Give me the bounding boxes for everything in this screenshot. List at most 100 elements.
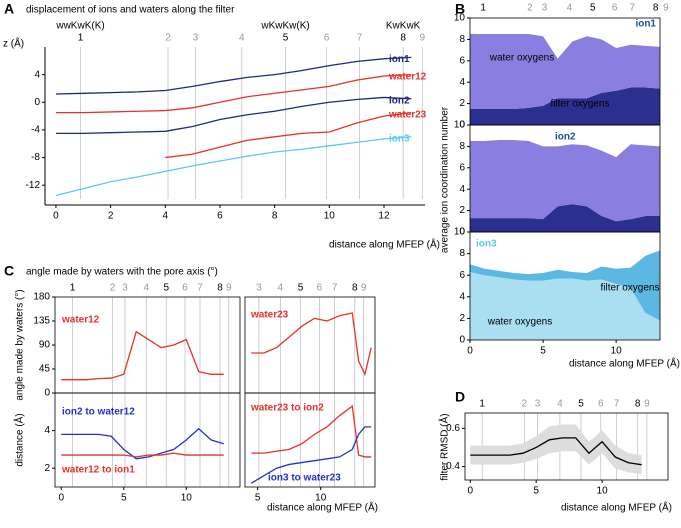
site-label: 6 [324, 33, 330, 44]
site-label: 6 [612, 3, 618, 14]
state-label: wwKwK(K) [55, 21, 104, 32]
panel-letter: A [4, 1, 14, 17]
y-tick-label: -8 [31, 152, 40, 163]
site-label: 5 [283, 33, 289, 44]
site-label: 5 [590, 3, 596, 14]
y-tick-label: 10 [454, 120, 466, 131]
ion-label: ion2 [555, 132, 576, 143]
site-label: 7 [357, 33, 363, 44]
site-label: 4 [239, 33, 245, 44]
site-label: 9 [226, 283, 232, 294]
y-tick-label: 6 [459, 162, 465, 173]
site-label: 5 [578, 399, 584, 410]
site-label: 6 [182, 283, 188, 294]
plot-frame [464, 412, 669, 481]
y-axis-label: distance (Å) [13, 413, 26, 466]
site-label: 7 [332, 283, 338, 294]
y-tick-label: -4 [31, 125, 40, 136]
series-label: water oxygens [487, 317, 552, 328]
y-axis-label: average ion coordination number [440, 106, 451, 253]
area [470, 271, 660, 340]
y-tick-label: 2 [459, 98, 465, 109]
y-tick-label: 8 [459, 34, 465, 45]
site-label: 5 [298, 283, 304, 294]
series-label: water oxygens [489, 53, 554, 64]
series-line [250, 426, 372, 484]
site-label: 4 [143, 283, 149, 294]
area [470, 87, 660, 125]
x-tick-label: 6 [217, 211, 223, 222]
x-axis-label: distance along MFEP (Å) [267, 501, 378, 514]
site-label: 3 [193, 33, 199, 44]
series-label: water23 to ion2 [250, 403, 324, 414]
x-tick-label: 0 [53, 211, 59, 222]
y-tick-label: 10 [454, 13, 466, 24]
x-tick-label: 5 [533, 486, 539, 497]
y-tick-label: 2 [44, 463, 50, 474]
x-tick-label: 10 [324, 211, 336, 222]
site-label: 8 [400, 33, 406, 44]
y-tick-label: 0 [44, 388, 50, 399]
site-label: 9 [663, 3, 669, 14]
y-axis-label: angle made by waters (°) [15, 289, 26, 400]
site-label: 9 [361, 283, 367, 294]
series-label: water23 [388, 109, 427, 120]
site-label: 5 [163, 283, 169, 294]
x-tick-label: 10 [611, 346, 623, 357]
series-line [55, 56, 412, 95]
site-label: 1 [479, 399, 485, 410]
plot-frame [469, 231, 661, 341]
x-tick-label: 10 [597, 486, 609, 497]
y-axis-label: z (Å) [3, 37, 24, 50]
y-tick-label: 10 [454, 227, 466, 238]
y-tick-label: 8 [459, 248, 465, 259]
x-axis-label: distance along MFEP (Å) [329, 238, 440, 251]
x-tick-label: 12 [378, 211, 390, 222]
series-label: water12 [388, 71, 427, 82]
site-label: 2 [522, 399, 528, 410]
series-line [55, 136, 412, 197]
site-label: 1 [70, 283, 76, 294]
site-label: 3 [542, 3, 548, 14]
x-tick-label: 2 [108, 211, 114, 222]
area [470, 204, 660, 232]
series-line [251, 404, 372, 458]
y-tick-label: 0 [34, 97, 40, 108]
area [470, 34, 660, 109]
series-line [55, 96, 412, 135]
ion-label: ion1 [635, 19, 656, 30]
panel-letter: D [455, 389, 465, 405]
x-axis-label: distance along MFEP (Å) [569, 357, 680, 370]
y-tick-label: 45 [39, 364, 51, 375]
site-label: 1 [78, 33, 84, 44]
y-tick-label: 0 [459, 120, 465, 131]
y-tick-label: 0.4 [446, 461, 460, 472]
panel-letter: C [4, 263, 14, 279]
series-label: ion3 [389, 133, 410, 144]
y-tick-label: 0 [459, 227, 465, 238]
plot-frame [54, 296, 241, 394]
site-label: 6 [317, 283, 323, 294]
panel-title: displacement of ions and waters along th… [26, 5, 235, 16]
site-label: 7 [614, 399, 620, 410]
site-label: 3 [122, 283, 128, 294]
series-label: ion2 [389, 95, 410, 106]
series-label: filter oxygens [601, 283, 660, 294]
site-label: 2 [110, 283, 116, 294]
area [470, 139, 660, 222]
y-tick-label: 4 [34, 69, 40, 80]
series-label: ion3 to water23 [268, 473, 341, 484]
site-label: 4 [567, 3, 573, 14]
site-label: 9 [419, 33, 425, 44]
site-label: 2 [527, 3, 533, 14]
series-label: ion1 [389, 54, 410, 65]
x-tick-label: 0 [467, 346, 473, 357]
y-tick-label: 4 [459, 77, 465, 88]
y-tick-label: 0 [459, 335, 465, 346]
series-label: water12 to ion1 [61, 465, 135, 476]
y-tick-label: 0.6 [446, 423, 460, 434]
y-tick-label: 2 [459, 205, 465, 216]
series-label: filter oxygens [551, 99, 610, 110]
ion-label: ion3 [476, 239, 497, 250]
site-label: 8 [217, 283, 223, 294]
